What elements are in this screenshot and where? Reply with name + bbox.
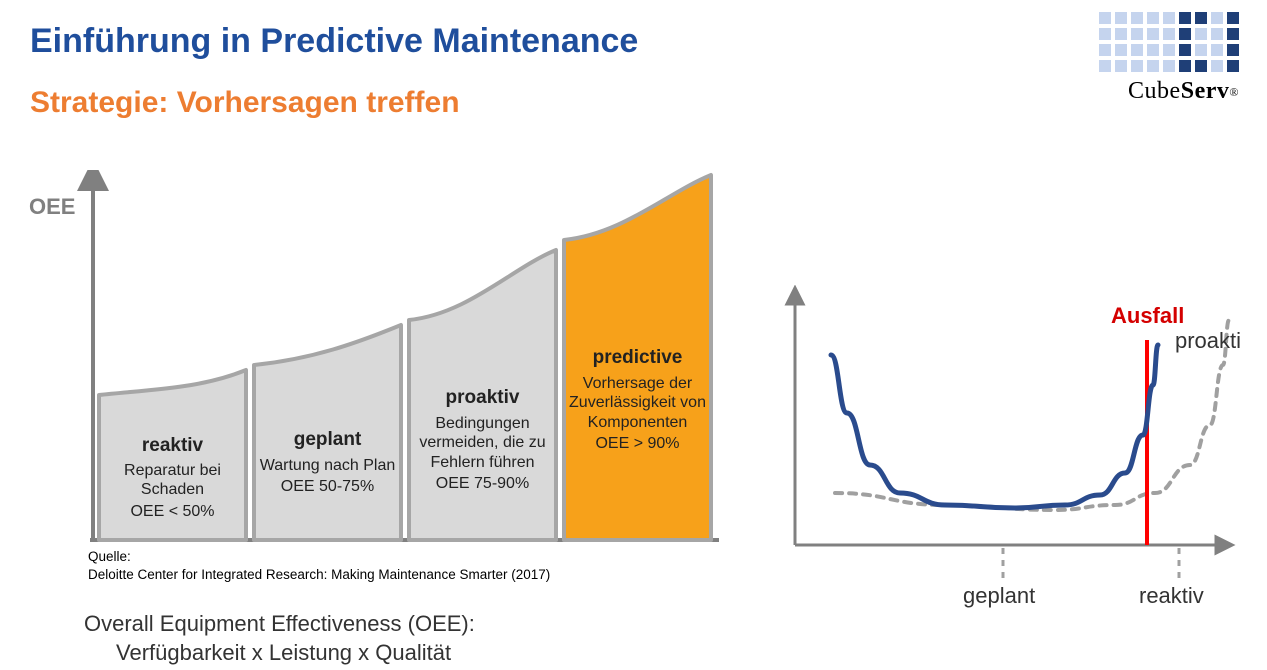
y-axis-label: OEE <box>29 194 75 220</box>
bar-predictive: predictiveVorhersage der Zuverlässigkeit… <box>568 264 707 536</box>
bathtub-curve-svg: Ausfallproaktiv geplant reaktiv <box>770 285 1240 615</box>
logo-text: CubeServ® <box>1099 78 1239 105</box>
bar-reaktiv: reaktivReparatur bei SchadenOEE < 50% <box>103 419 242 536</box>
failure-label: Ausfall <box>1111 303 1184 328</box>
logo-grid-icon <box>1099 12 1239 72</box>
source-label: Quelle: <box>88 548 550 566</box>
marker-reaktiv: reaktiv <box>1139 583 1204 608</box>
marker-geplant: geplant <box>963 583 1035 608</box>
source-text: Deloitte Center for Integrated Research:… <box>88 566 550 584</box>
oee-bar-chart-svg: reaktivReparatur bei SchadenOEE < 50%gep… <box>17 170 727 550</box>
formula-line-1: Overall Equipment Effectiveness (OEE): <box>84 610 475 639</box>
bar-proaktiv: proaktivBedingungen vermeiden, die zu Fe… <box>413 344 552 536</box>
logo-cubeserv: CubeServ® <box>1099 12 1239 105</box>
page-title: Einführung in Predictive Maintenance <box>30 22 638 61</box>
proaktiv-label: proaktiv <box>1175 328 1240 353</box>
source-citation: Quelle: Deloitte Center for Integrated R… <box>88 548 550 584</box>
formula-line-2: Verfügbarkeit x Leistung x Qualität <box>84 639 475 668</box>
bar-geplant: geplantWartung nach PlanOEE 50-75% <box>258 389 397 536</box>
oee-bar-chart: reaktivReparatur bei SchadenOEE < 50%gep… <box>17 170 727 550</box>
page-subtitle: Strategie: Vorhersagen treffen <box>30 86 460 120</box>
oee-formula: Overall Equipment Effectiveness (OEE): V… <box>84 610 475 667</box>
bathtub-curve-chart: Ausfallproaktiv geplant reaktiv <box>770 285 1240 615</box>
